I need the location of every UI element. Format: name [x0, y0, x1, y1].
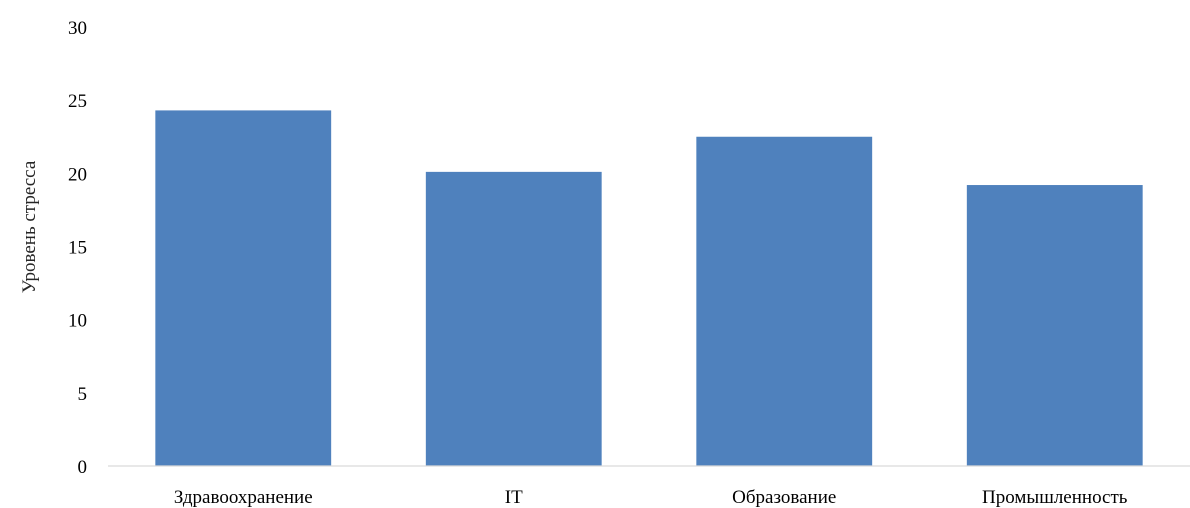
bar: [425, 171, 602, 466]
x-category-label: Образование: [732, 487, 836, 508]
y-tick-label: 0: [78, 457, 88, 478]
x-category-label: Здравоохранение: [174, 487, 313, 508]
bar: [155, 110, 332, 466]
bar: [696, 136, 873, 466]
y-tick-label: 15: [68, 238, 87, 259]
y-tick-label: 20: [68, 164, 87, 185]
y-axis-title: Уровень стресса: [19, 160, 40, 293]
x-category-label: IT: [505, 487, 523, 508]
bar: [966, 185, 1143, 467]
x-category-label: Промышленность: [982, 487, 1128, 508]
y-tick-label: 25: [68, 91, 87, 112]
y-tick-label: 5: [78, 384, 88, 405]
x-axis-labels: Здравоохранение IT Образование Промышленнос…: [174, 487, 1128, 508]
y-tick-label: 30: [68, 18, 87, 39]
y-tick-label: 10: [68, 311, 87, 332]
bars: [155, 110, 1143, 467]
y-axis-ticks: 0 5 10 15 20 25 30: [68, 18, 87, 478]
